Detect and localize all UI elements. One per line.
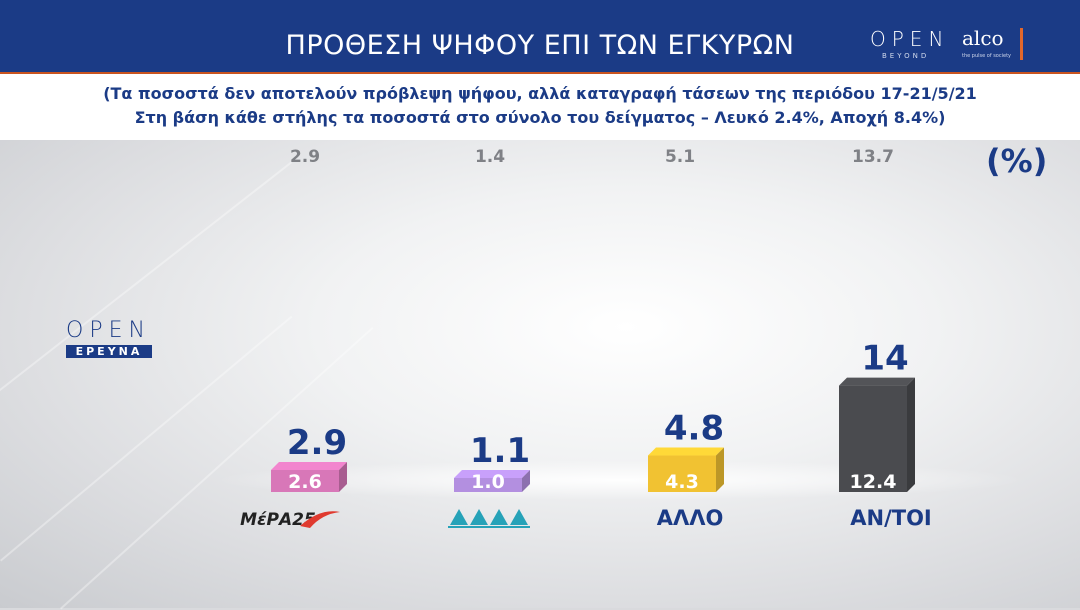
bar-sample-value: 2.6 (288, 471, 322, 493)
bar-sample-value: 12.4 (850, 471, 897, 493)
bar-sample-value: 1.0 (471, 471, 505, 493)
header-bar (0, 0, 1080, 74)
lae-sail-icon (510, 509, 528, 525)
lae-sail-icon (470, 509, 488, 525)
bar-front (271, 469, 339, 492)
bar-front (839, 385, 907, 492)
bar-sample-value: 4.3 (665, 471, 699, 493)
category-label: ΜέΡΑ25 (240, 510, 316, 530)
open-logo-text: OPEN (66, 318, 151, 343)
subtitle-panel (0, 74, 1080, 140)
open-erevna-logo: OPEN ΕΡΕΥΝΑ (66, 318, 156, 358)
bar-front (648, 455, 716, 492)
subtitle-line-2: Στη βάση κάθε στήλης τα ποσοστά στο σύνο… (134, 108, 946, 127)
header-rule (0, 68, 1080, 74)
open-beyond-logo: OPEN (870, 27, 950, 51)
bar-side (522, 470, 530, 492)
bar-valid-value: 1.1 (470, 431, 530, 471)
chart-background (0, 140, 1080, 608)
bar-top (839, 377, 915, 386)
bar-side (339, 461, 347, 492)
bar-front (454, 478, 522, 492)
previous-value-label: 13.7 (852, 147, 894, 167)
bar-top (271, 461, 347, 470)
bar-side (716, 447, 724, 492)
category-label: ΑΝ/ΤΟΙ (850, 506, 932, 530)
lae-sail-icon (450, 509, 468, 525)
unit-label: (%) (986, 142, 1048, 180)
alco-logo: alco (962, 26, 1004, 50)
previous-value-label: 5.1 (664, 147, 696, 167)
category-label: ΑΛΛΟ (657, 506, 724, 530)
bar-top (648, 447, 724, 456)
bar-top (454, 470, 530, 478)
erevna-logo-text: ΕΡΕΥΝΑ (66, 345, 152, 358)
bar-valid-value: 4.8 (664, 409, 724, 449)
previous-value-label: 2.9 (289, 147, 321, 167)
previous-value-label: 1.4 (474, 147, 506, 167)
bar-valid-value: 14 (861, 339, 908, 379)
mera25-swoosh-icon (300, 511, 340, 528)
bar-side (907, 377, 915, 492)
page-title: ΠΡΟΘΕΣΗ ΨΗΦΟΥ ΕΠΙ ΤΩΝ ΕΓΚΥΡΩΝ (285, 30, 795, 61)
subtitle-line-1: (Τα ποσοστά δεν αποτελούν πρόβλεψη ψήφου… (103, 84, 977, 103)
lae-base-icon (448, 526, 530, 528)
lae-sail-icon (490, 509, 508, 525)
alco-accent-bar (1020, 28, 1023, 60)
bar-valid-value: 2.9 (287, 423, 347, 463)
alco-tagline: the pulse of society (962, 53, 1012, 59)
open-beyond-tagline: BEYOND (882, 52, 930, 60)
